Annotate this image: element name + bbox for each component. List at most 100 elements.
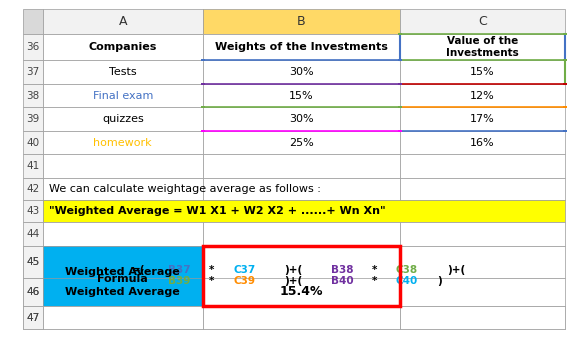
- Text: 47: 47: [26, 313, 39, 323]
- Text: B: B: [297, 15, 305, 28]
- Bar: [203, 246, 400, 306]
- Text: B38: B38: [331, 265, 353, 276]
- Bar: [43, 154, 203, 178]
- Text: Weights of the Investments: Weights of the Investments: [215, 42, 388, 52]
- Bar: [397, 106, 402, 108]
- Text: =(: =(: [132, 265, 145, 276]
- Bar: [400, 222, 565, 246]
- Text: B39: B39: [168, 276, 190, 286]
- Text: 36: 36: [26, 42, 39, 52]
- Bar: [43, 131, 203, 154]
- Text: 30%: 30%: [289, 114, 313, 124]
- Bar: [43, 107, 203, 131]
- Bar: [563, 33, 568, 35]
- Bar: [23, 306, 43, 329]
- Bar: [201, 83, 204, 85]
- Text: C38: C38: [396, 265, 418, 276]
- Bar: [201, 59, 204, 61]
- Text: Weighted Average: Weighted Average: [66, 287, 180, 297]
- Bar: [43, 246, 203, 306]
- Text: *: *: [372, 265, 377, 276]
- Text: ): ): [437, 276, 442, 286]
- Bar: [203, 131, 400, 154]
- Bar: [43, 84, 203, 107]
- Bar: [203, 60, 400, 84]
- Text: C40: C40: [396, 276, 418, 286]
- Text: 40: 40: [26, 138, 39, 147]
- Bar: [400, 9, 565, 34]
- Bar: [23, 200, 43, 222]
- Text: 15.4%: 15.4%: [279, 285, 323, 298]
- Text: *: *: [209, 265, 214, 276]
- Text: We can calculate weightage average as follows :: We can calculate weightage average as fo…: [49, 184, 320, 194]
- Bar: [400, 178, 565, 200]
- Text: Companies: Companies: [89, 42, 157, 52]
- Bar: [43, 306, 203, 329]
- Text: )+(: )+(: [447, 265, 465, 276]
- Bar: [23, 178, 43, 200]
- Bar: [43, 306, 203, 329]
- Bar: [397, 59, 402, 61]
- Bar: [23, 34, 43, 60]
- Bar: [43, 178, 203, 200]
- Bar: [400, 246, 565, 278]
- Text: 38: 38: [26, 91, 39, 101]
- Text: 44: 44: [26, 229, 39, 239]
- Bar: [400, 84, 565, 107]
- Text: Value of the
Investments: Value of the Investments: [446, 36, 519, 58]
- Text: 41: 41: [26, 161, 39, 171]
- Text: 12%: 12%: [470, 91, 495, 101]
- Text: 39: 39: [26, 114, 39, 124]
- Text: Formula: Formula: [98, 274, 148, 284]
- Text: A: A: [119, 15, 127, 28]
- Text: 17%: 17%: [470, 114, 495, 124]
- Text: 47: 47: [26, 313, 39, 323]
- Bar: [23, 222, 43, 246]
- Bar: [400, 306, 565, 329]
- Bar: [23, 9, 43, 34]
- Bar: [43, 60, 203, 84]
- Text: Weighted Average: Weighted Average: [66, 267, 180, 277]
- Bar: [203, 222, 400, 246]
- Bar: [43, 9, 203, 34]
- Text: homework: homework: [94, 138, 152, 147]
- Bar: [203, 178, 400, 200]
- Text: C: C: [478, 15, 487, 28]
- Bar: [203, 84, 400, 107]
- Bar: [203, 246, 400, 306]
- Bar: [203, 306, 400, 329]
- Bar: [43, 278, 203, 306]
- Text: )+(: )+(: [284, 265, 302, 276]
- Text: C39: C39: [233, 276, 255, 286]
- Bar: [203, 154, 400, 178]
- Text: Tests: Tests: [109, 67, 136, 77]
- Bar: [563, 59, 568, 61]
- Bar: [400, 107, 565, 131]
- Bar: [400, 131, 565, 154]
- Text: B37: B37: [168, 265, 191, 276]
- Bar: [43, 34, 203, 60]
- Bar: [23, 60, 43, 84]
- Bar: [201, 106, 204, 108]
- Text: 37: 37: [26, 67, 39, 77]
- Bar: [23, 306, 43, 329]
- Text: C37: C37: [233, 265, 255, 276]
- Bar: [201, 59, 204, 61]
- Bar: [23, 278, 43, 306]
- Bar: [400, 154, 565, 178]
- Text: 16%: 16%: [470, 138, 495, 147]
- Text: 15%: 15%: [289, 91, 313, 101]
- Text: "Weighted Average = W1 X1 + W2 X2 + ......+ Wn Xn": "Weighted Average = W1 X1 + W2 X2 + ....…: [49, 206, 385, 216]
- Text: 43: 43: [26, 206, 39, 216]
- Bar: [397, 130, 402, 132]
- Bar: [23, 84, 43, 107]
- Bar: [400, 278, 565, 306]
- Text: )+(: )+(: [284, 276, 302, 286]
- Bar: [203, 34, 400, 60]
- Bar: [43, 200, 565, 222]
- Bar: [23, 131, 43, 154]
- Text: *: *: [372, 276, 377, 286]
- Text: 25%: 25%: [289, 138, 313, 147]
- Bar: [23, 154, 43, 178]
- Text: B40: B40: [331, 276, 353, 286]
